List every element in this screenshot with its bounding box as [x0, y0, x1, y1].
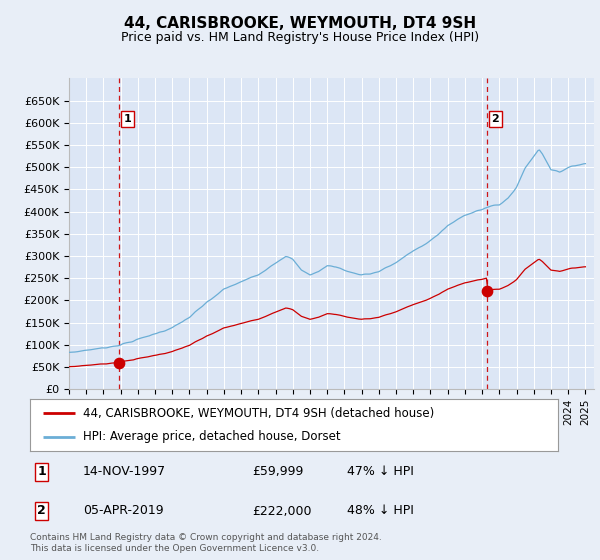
Text: 48% ↓ HPI: 48% ↓ HPI: [347, 505, 413, 517]
Point: [114, 358, 124, 367]
Text: Price paid vs. HM Land Registry's House Price Index (HPI): Price paid vs. HM Land Registry's House …: [121, 31, 479, 44]
Text: 47% ↓ HPI: 47% ↓ HPI: [347, 465, 413, 478]
Text: 44, CARISBROOKE, WEYMOUTH, DT4 9SH: 44, CARISBROOKE, WEYMOUTH, DT4 9SH: [124, 16, 476, 31]
Text: 05-APR-2019: 05-APR-2019: [83, 505, 163, 517]
Text: 44, CARISBROOKE, WEYMOUTH, DT4 9SH (detached house): 44, CARISBROOKE, WEYMOUTH, DT4 9SH (deta…: [83, 407, 434, 419]
Point: [482, 286, 491, 295]
Text: Contains HM Land Registry data © Crown copyright and database right 2024.
This d: Contains HM Land Registry data © Crown c…: [30, 533, 382, 553]
Text: 2: 2: [37, 505, 46, 517]
Text: 1: 1: [37, 465, 46, 478]
Text: 2: 2: [491, 114, 499, 124]
Text: 1: 1: [124, 114, 131, 124]
Text: £222,000: £222,000: [252, 505, 311, 517]
Text: HPI: Average price, detached house, Dorset: HPI: Average price, detached house, Dors…: [83, 431, 340, 444]
Text: £59,999: £59,999: [252, 465, 303, 478]
Text: 14-NOV-1997: 14-NOV-1997: [83, 465, 166, 478]
